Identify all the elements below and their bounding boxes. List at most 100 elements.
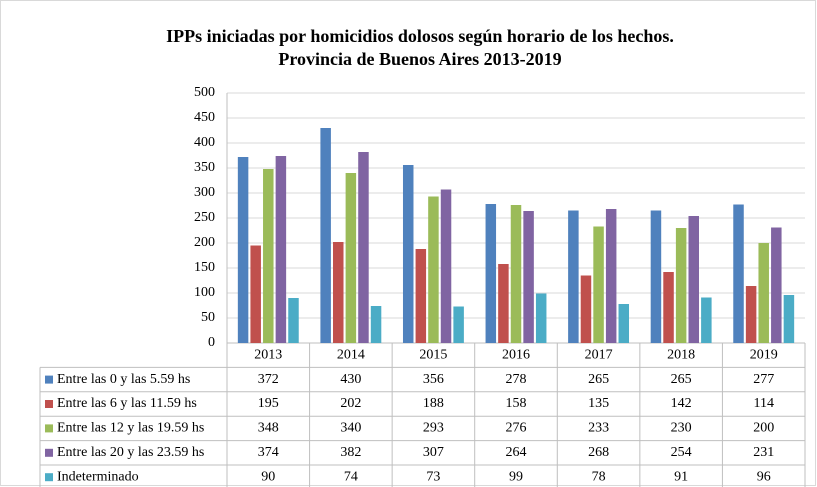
table-value: 307	[423, 445, 444, 460]
bar	[758, 243, 769, 343]
table-value: 200	[753, 421, 774, 436]
table-value: 382	[340, 445, 361, 460]
bar	[333, 242, 344, 343]
x-tick-label: 2017	[585, 347, 613, 362]
table-value: 340	[340, 421, 361, 436]
table-value: 276	[506, 421, 527, 436]
legend-label: Indeterminado	[57, 469, 139, 484]
y-tick-label: 400	[194, 135, 215, 150]
bar	[345, 173, 357, 343]
bar	[523, 211, 534, 343]
bar	[428, 196, 439, 343]
legend-swatch	[45, 400, 53, 408]
table-value: 99	[509, 469, 523, 484]
chart-title: IPPs iniciadas por homicidios dolosos se…	[166, 26, 674, 46]
legend-swatch	[45, 424, 53, 433]
y-tick-label: 300	[194, 185, 215, 200]
x-tick-label: 2015	[419, 347, 447, 362]
legend-label: Entre las 12 y las 19.59 hs	[57, 421, 204, 436]
bar	[402, 165, 414, 343]
bar	[580, 275, 592, 343]
bar	[733, 204, 744, 343]
bar	[250, 245, 261, 343]
bar	[535, 293, 547, 343]
x-tick-label: 2016	[502, 347, 530, 362]
table-value: 96	[757, 469, 771, 484]
bar	[288, 298, 299, 343]
bar	[510, 205, 522, 343]
table-value: 74	[344, 469, 358, 484]
y-tick-label: 50	[201, 310, 215, 325]
y-tick-label: 0	[208, 335, 215, 350]
y-tick-label: 450	[194, 110, 215, 125]
y-tick-label: 150	[194, 260, 215, 275]
legend-label: Entre las 6 y las 11.59 hs	[57, 396, 197, 411]
table-value: 254	[671, 445, 692, 460]
y-tick-label: 250	[194, 210, 215, 225]
legend-swatch	[45, 375, 53, 384]
x-tick-label: 2019	[750, 347, 778, 362]
table-value: 230	[671, 421, 692, 436]
table-value: 158	[506, 396, 527, 411]
chart-subtitle: Provincia de Buenos Aires 2013-2019	[278, 49, 561, 69]
table-value: 348	[258, 421, 279, 436]
bar	[263, 169, 274, 343]
legend-swatch	[45, 448, 53, 457]
x-tick-label: 2013	[254, 347, 282, 362]
bar	[605, 209, 617, 343]
bar	[485, 204, 497, 343]
bar	[675, 228, 687, 343]
bar	[783, 295, 795, 343]
y-tick-label: 500	[194, 85, 215, 100]
table-value: 202	[340, 396, 361, 411]
bar	[440, 189, 452, 343]
bar	[358, 152, 369, 343]
table-value: 91	[674, 469, 688, 484]
bar	[593, 226, 604, 343]
table-value: 135	[588, 396, 609, 411]
legend-swatch	[45, 473, 53, 482]
table-value: 264	[506, 445, 527, 460]
table-value: 430	[340, 372, 361, 387]
bar	[650, 210, 662, 343]
table-value: 195	[258, 396, 279, 411]
x-tick-label: 2018	[667, 347, 695, 362]
bar	[370, 306, 382, 343]
bar	[498, 264, 509, 343]
table-value: 268	[588, 445, 609, 460]
y-tick-label: 350	[194, 160, 215, 175]
x-tick-label: 2014	[337, 347, 365, 362]
legend-label: Entre las 0 y las 5.59 hs	[57, 372, 190, 387]
y-tick-label: 100	[194, 285, 215, 300]
table-value: 188	[423, 396, 444, 411]
table-value: 372	[258, 372, 279, 387]
bar	[568, 210, 579, 343]
table-value: 356	[423, 372, 444, 387]
table-value: 278	[506, 372, 527, 387]
bar	[453, 306, 464, 343]
bar	[663, 272, 674, 343]
bar	[688, 216, 699, 343]
table-value: 90	[261, 469, 275, 484]
table-value: 277	[753, 372, 774, 387]
bar	[618, 304, 630, 343]
table-value: 142	[671, 396, 692, 411]
table-value: 374	[258, 445, 279, 460]
table-value: 265	[671, 372, 692, 387]
table-value: 293	[423, 421, 444, 436]
bar	[771, 227, 782, 343]
table-value: 114	[753, 396, 773, 411]
bar	[275, 156, 287, 343]
table-value: 231	[753, 445, 774, 460]
legend-label: Entre las 20 y las 23.59 hs	[57, 445, 204, 460]
bar	[320, 128, 331, 343]
bar	[237, 157, 249, 343]
y-tick-label: 200	[194, 235, 215, 250]
table-value: 73	[426, 469, 440, 484]
table-value: 78	[592, 469, 606, 484]
table-value: 265	[588, 372, 609, 387]
table-value: 233	[588, 421, 609, 436]
bar	[745, 286, 757, 343]
